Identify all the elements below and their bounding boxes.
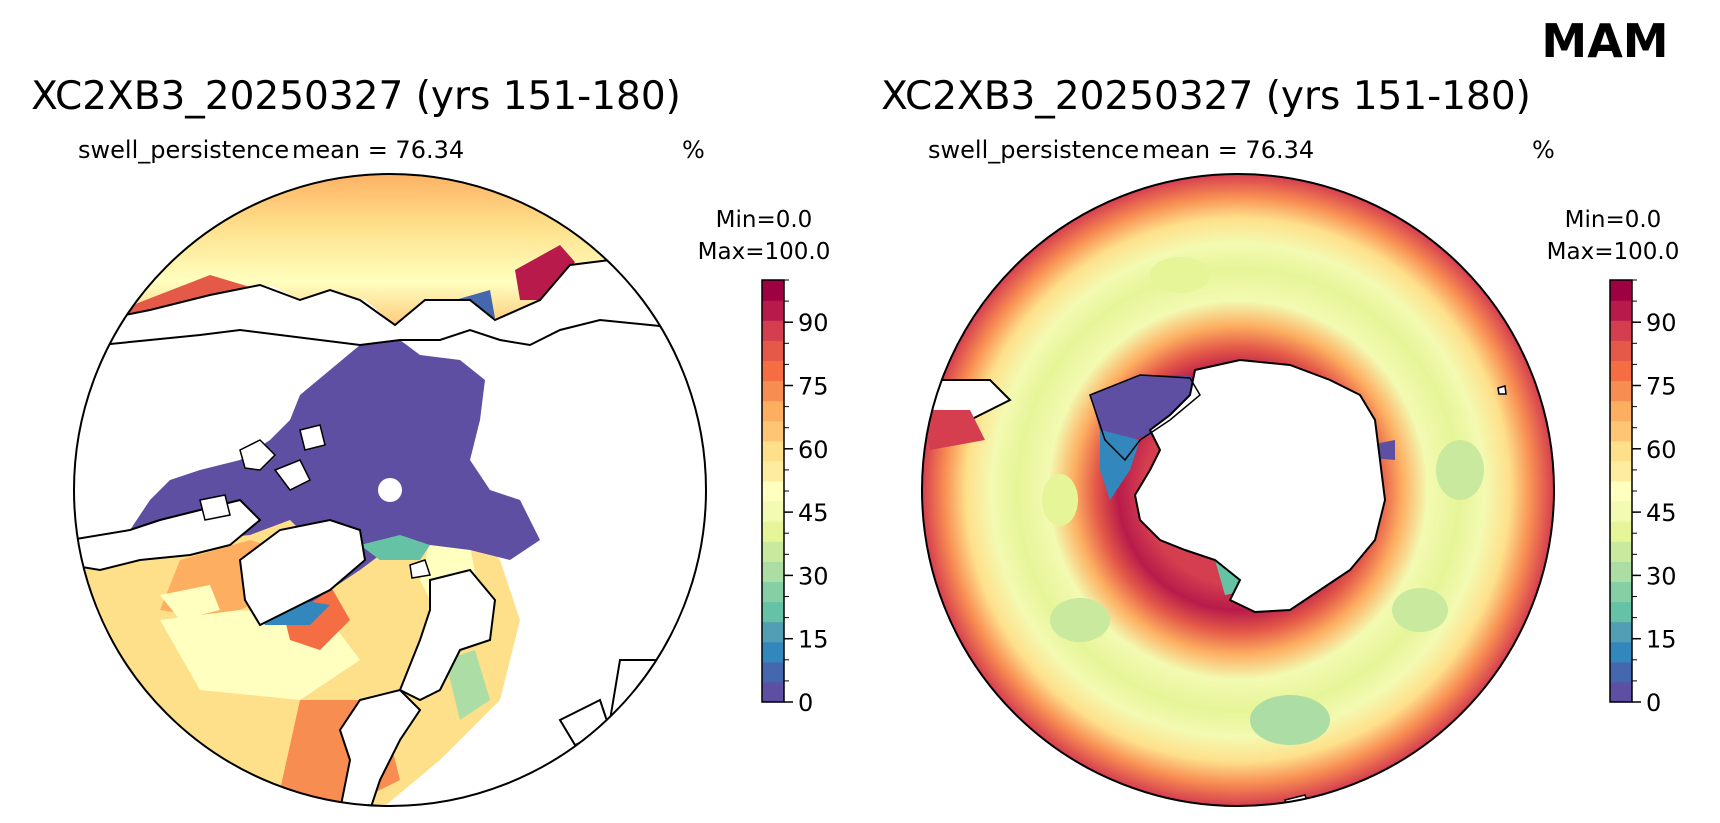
left-mean-label: mean = 76.34: [292, 136, 465, 164]
left-colorbar-segment: [762, 460, 784, 482]
left-colorbar-tick-label: 30: [798, 562, 829, 590]
left-colorbar: 0 15 30 45 60 75 90: [761, 279, 829, 717]
left-colorbar-tick-label: 60: [798, 436, 829, 464]
right-colorbar-segment: [1610, 661, 1632, 683]
left-colorbar-tick-label: 15: [798, 626, 829, 654]
right-colorbar-segment: [1610, 420, 1632, 442]
right-variable-name: swell_persistence: [928, 136, 1140, 164]
left-colorbar-tick-label: 90: [798, 309, 829, 337]
right-colorbar-segment: [1610, 320, 1632, 341]
left-variable-name: swell_persistence: [78, 136, 290, 164]
antarctica-land: [1133, 358, 1387, 614]
right-colorbar-segment: [1610, 280, 1632, 301]
left-colorbar-segment: [762, 541, 784, 562]
right-mean-label: mean = 76.34: [1142, 136, 1315, 164]
north-map-boundary: [73, 173, 707, 807]
right-colorbar-segment: [1610, 480, 1632, 502]
north-polar-map: [73, 173, 707, 807]
left-colorbar-segment: [762, 501, 784, 522]
left-colorbar-segment: [762, 320, 784, 341]
right-colorbar-segment: [1610, 561, 1632, 583]
right-colorbar-segment: [1610, 601, 1632, 623]
right-colorbar-tick-label: 90: [1646, 309, 1677, 337]
south-map-boundary: [921, 173, 1555, 807]
left-colorbar-min: Min=0.0: [715, 207, 813, 233]
right-colorbar-segment: [1610, 581, 1632, 603]
left-colorbar-max: Max=100.0: [697, 239, 831, 265]
right-colorbar-tick-label: 45: [1646, 499, 1677, 527]
right-colorbar-tick-label: 60: [1646, 436, 1677, 464]
right-panel-title: XC2XB3_20250327 (yrs 151-180): [881, 74, 1531, 119]
left-colorbar-segment: [762, 681, 784, 703]
right-colorbar-segment: [1610, 541, 1632, 562]
north-pole-hole: [378, 478, 402, 502]
season-label: MAM: [1541, 14, 1669, 68]
left-colorbar-segment: [762, 400, 784, 422]
left-colorbar-segment: [762, 280, 784, 301]
left-colorbar-tick-label: 0: [798, 689, 813, 717]
left-colorbar-segment: [762, 521, 784, 542]
left-colorbar-segment: [762, 641, 784, 663]
left-colorbar-segment: [762, 360, 784, 382]
north-sea-ice: [130, 340, 540, 620]
left-colorbar-tick-label: 75: [798, 373, 829, 401]
right-colorbar-segment: [1610, 501, 1632, 522]
left-colorbar-tick-label: 45: [798, 499, 829, 527]
left-colorbar-segment: [762, 420, 784, 442]
right-colorbar-min: Min=0.0: [1564, 207, 1662, 233]
right-colorbar-tick-label: 75: [1646, 373, 1677, 401]
right-colorbar-segment: [1610, 340, 1632, 361]
right-colorbar-segment: [1610, 460, 1632, 482]
right-colorbar-segment: [1610, 641, 1632, 663]
left-colorbar-segment: [762, 621, 784, 643]
left-colorbar-segment: [762, 440, 784, 462]
right-colorbar-segment: [1610, 400, 1632, 422]
right-colorbar: 0 15 30 45 60 75 90: [1609, 279, 1677, 717]
right-colorbar-tick-label: 0: [1646, 689, 1661, 717]
left-colorbar-segment: [762, 340, 784, 361]
left-colorbar-segment: [762, 300, 784, 321]
left-colorbar-segment: [762, 561, 784, 583]
right-units-label: %: [1532, 136, 1555, 164]
left-colorbar-segment: [762, 581, 784, 603]
left-colorbar-segment: [762, 480, 784, 502]
right-colorbar-segment: [1610, 521, 1632, 542]
right-colorbar-segment: [1610, 681, 1632, 703]
right-colorbar-tick-label: 15: [1646, 626, 1677, 654]
left-colorbar-segment: [762, 601, 784, 623]
left-units-label: %: [682, 136, 705, 164]
left-colorbar-segment: [762, 380, 784, 402]
right-colorbar-segment: [1610, 360, 1632, 382]
greenland-land: [238, 518, 367, 627]
right-colorbar-segment: [1610, 621, 1632, 643]
left-panel-title: XC2XB3_20250327 (yrs 151-180): [31, 74, 681, 119]
right-colorbar-segment: [1610, 440, 1632, 462]
right-colorbar-segment: [1610, 380, 1632, 402]
south-polar-map: [921, 173, 1555, 807]
scandinavia-land: [398, 568, 497, 702]
right-colorbar-segment: [1610, 300, 1632, 321]
europe-land: [338, 688, 422, 806]
left-colorbar-segment: [762, 661, 784, 683]
right-colorbar-max: Max=100.0: [1546, 239, 1680, 265]
right-colorbar-tick-label: 30: [1646, 562, 1677, 590]
